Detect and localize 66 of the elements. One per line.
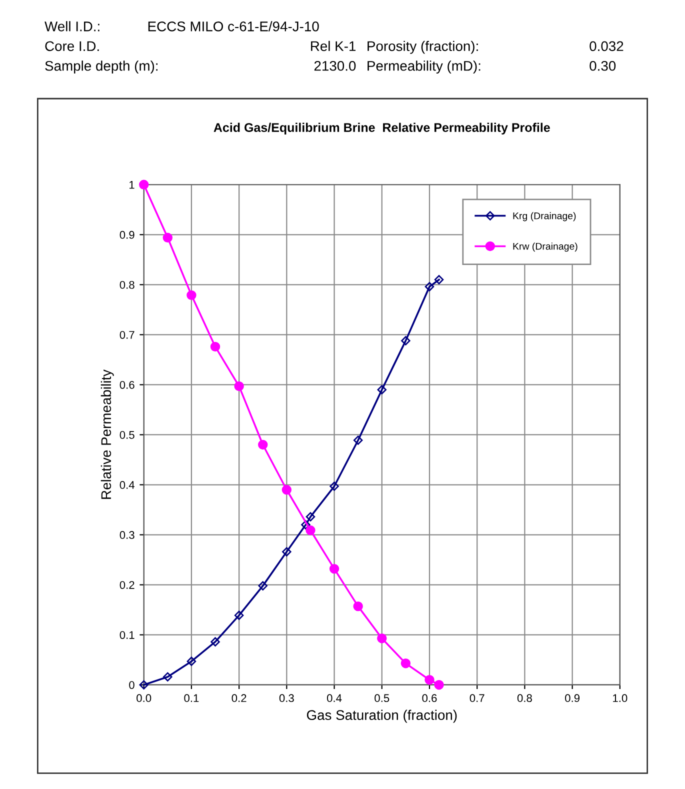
x-tick-label: 0.0 <box>136 694 152 702</box>
point <box>139 680 148 690</box>
point <box>434 275 444 284</box>
y-tick-label: 0.6 <box>120 380 134 389</box>
x-tick-label: 0.1 <box>184 694 199 702</box>
x-tick-label: 0.4 <box>326 694 342 702</box>
point <box>306 525 316 536</box>
point <box>424 282 434 292</box>
text: 0.032 <box>590 41 624 52</box>
text: 2130.0 <box>314 60 356 71</box>
point <box>401 336 410 346</box>
point <box>353 436 363 445</box>
point <box>210 342 220 352</box>
point <box>330 482 339 491</box>
point <box>301 520 310 530</box>
legend-label: Krw (Drainage) <box>513 242 578 252</box>
point <box>306 512 316 522</box>
point <box>434 680 444 690</box>
text: Porosity (fraction): <box>368 40 478 54</box>
chart-title: Acid Gas/Equilibrium Brine Relative Permeability Profile <box>214 122 550 134</box>
x-tick-label: 0.2 <box>232 694 246 702</box>
y-tick-label: 0.9 <box>120 230 134 239</box>
point <box>353 601 363 612</box>
text: Well I.D.: <box>44 21 100 32</box>
point <box>424 674 434 685</box>
point <box>329 564 340 574</box>
text: Sample depth (m): <box>45 60 158 74</box>
y-tick-label: 0.3 <box>120 531 134 539</box>
text: Core I.D. <box>45 41 99 52</box>
point <box>282 484 292 495</box>
point <box>377 385 387 394</box>
x-tick-label: 0.6 <box>422 694 437 702</box>
point <box>234 381 244 392</box>
y-tick-label: 0.7 <box>120 330 134 339</box>
y-tick-label: 0 <box>129 681 134 689</box>
text: 0.30 <box>590 60 616 71</box>
point <box>162 232 173 243</box>
point <box>258 581 268 590</box>
point <box>400 658 411 668</box>
point <box>282 547 292 556</box>
y-tick-label: 0.8 <box>120 280 134 289</box>
point <box>258 440 268 450</box>
x-tick-label: 0.5 <box>374 694 390 702</box>
y-tick-label: 0.5 <box>120 431 134 439</box>
y-tick-label: 1 <box>129 181 134 189</box>
y-tick-label: 0.4 <box>120 481 134 489</box>
y-tick-label: 0.1 <box>120 631 134 639</box>
x-tick-label: 0.7 <box>470 694 484 702</box>
legend-label: Krg (Drainage) <box>513 212 576 222</box>
point <box>163 672 172 682</box>
x-axis-title: Gas Saturation (fraction) <box>306 710 457 723</box>
x-tick-label: 0.3 <box>279 694 294 702</box>
x-tick-label: 1.0 <box>613 694 628 702</box>
text: ECCS MILO c-61-E/94-J-10 <box>148 21 319 32</box>
point <box>186 290 196 300</box>
text: Permeability (mD): <box>368 60 480 74</box>
point <box>186 656 196 666</box>
point <box>210 637 220 646</box>
x-tick-label: 0.9 <box>565 694 580 702</box>
point <box>234 610 244 620</box>
x-tick-label: 0.8 <box>517 694 532 702</box>
point <box>377 633 387 644</box>
y-tick-label: 0.2 <box>120 581 134 589</box>
y-axis-title: Relative Permeability <box>100 370 114 499</box>
point <box>138 180 149 190</box>
text: Rel K-1 <box>311 40 356 52</box>
